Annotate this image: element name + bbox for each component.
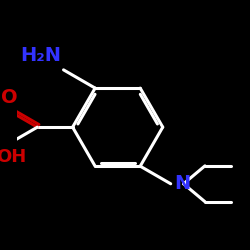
Text: OH: OH [0,148,26,166]
Text: H₂N: H₂N [20,46,61,65]
Text: N: N [174,174,190,193]
Text: O: O [1,88,18,107]
